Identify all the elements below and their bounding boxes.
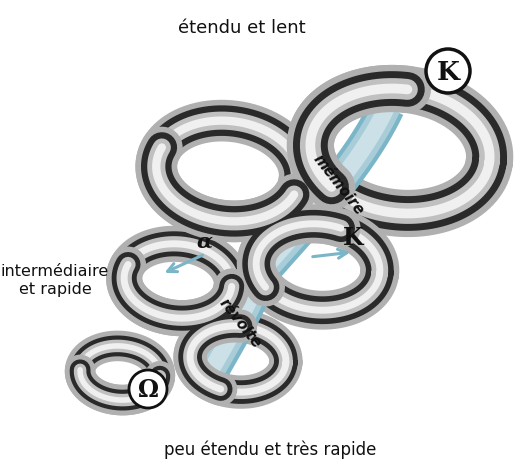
Text: révolte: révolte xyxy=(216,294,264,350)
Circle shape xyxy=(129,370,167,408)
Text: K: K xyxy=(343,225,363,250)
Text: et rapide: et rapide xyxy=(19,282,92,297)
Text: étendu et lent: étendu et lent xyxy=(178,19,306,37)
Text: α: α xyxy=(197,232,213,251)
Circle shape xyxy=(426,50,470,94)
Text: intermédiaire: intermédiaire xyxy=(1,264,109,279)
Text: Ω: Ω xyxy=(137,377,159,401)
Text: peu étendu et très rapide: peu étendu et très rapide xyxy=(164,440,376,458)
Text: K: K xyxy=(436,59,460,84)
Text: mémoire: mémoire xyxy=(310,151,366,218)
